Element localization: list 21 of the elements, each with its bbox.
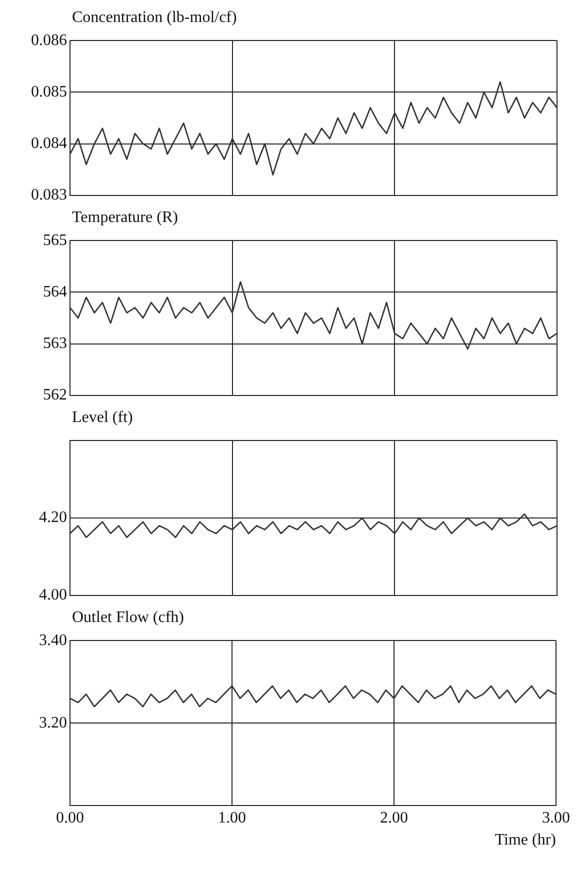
chart-title: Concentration (lb-mol/cf) xyxy=(71,8,238,28)
x-tick-label: 1.00 xyxy=(218,809,246,826)
y-tick-label: 565 xyxy=(43,232,67,249)
chart-title: Temperature (R) xyxy=(71,208,179,228)
chart-title: Level (ft) xyxy=(71,408,134,428)
y-tick-label: 563 xyxy=(43,335,67,352)
y-tick-label: 3.40 xyxy=(39,632,67,649)
x-axis-title: Time (hr) xyxy=(494,832,556,849)
y-tick-label: 4.00 xyxy=(39,586,67,604)
y-tick-label: 4.20 xyxy=(39,509,67,526)
y-tick-label: 0.083 xyxy=(31,186,67,204)
y-tick-label: 564 xyxy=(43,283,67,300)
x-tick-label: 2.00 xyxy=(380,809,408,826)
y-tick-label: 0.084 xyxy=(31,135,67,152)
x-tick-label: 0.00 xyxy=(56,809,84,826)
chart-title: Outlet Flow (cfh) xyxy=(71,608,185,628)
x-tick-label: 3.00 xyxy=(542,809,570,826)
y-tick-label: 0.085 xyxy=(31,83,67,100)
y-tick-label: 0.086 xyxy=(31,32,67,49)
y-tick-label: 3.20 xyxy=(39,714,67,732)
y-tick-label: 562 xyxy=(43,386,67,404)
